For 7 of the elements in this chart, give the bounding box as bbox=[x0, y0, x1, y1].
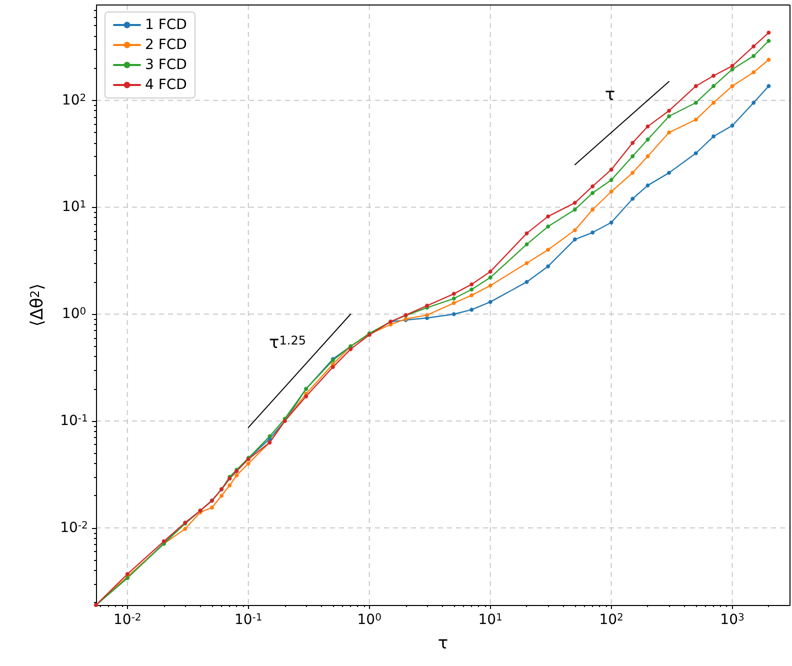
legend-label: 4 FCD bbox=[145, 77, 187, 93]
x-axis-title: τ bbox=[438, 634, 448, 654]
legend-label: 2 FCD bbox=[145, 37, 187, 53]
legend-label: 1 FCD bbox=[145, 17, 187, 33]
legend-label: 3 FCD bbox=[145, 57, 187, 73]
y-axis-title: ⟨Δθ2⟩ bbox=[28, 284, 48, 326]
annotation: τ bbox=[604, 85, 616, 106]
